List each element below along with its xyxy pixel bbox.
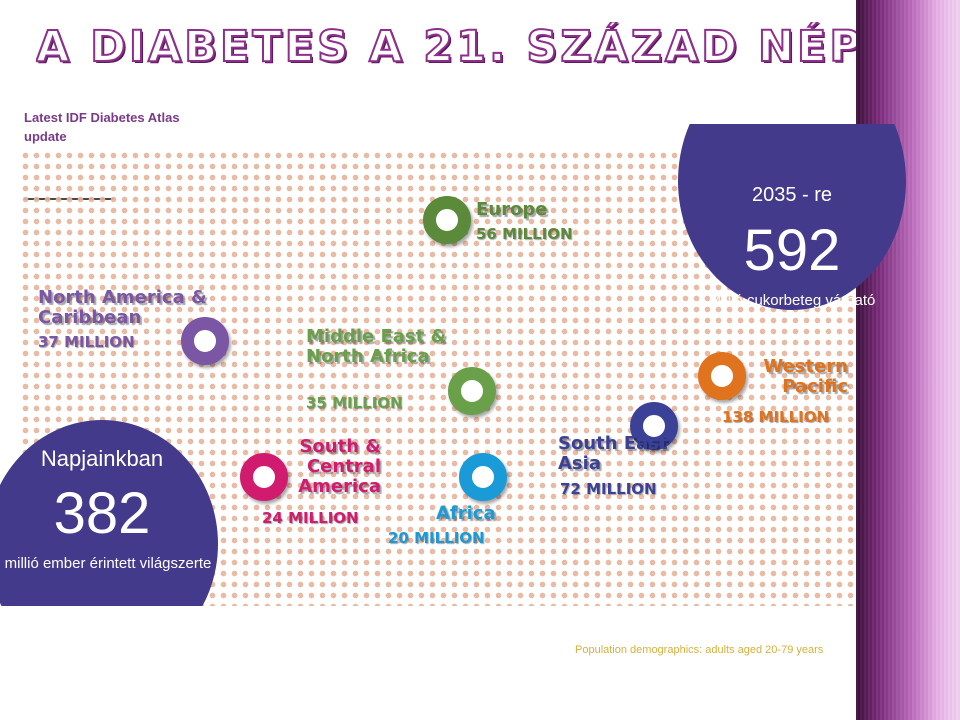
- western-pacific-value: 138 MILLION: [722, 408, 830, 426]
- forecast-year-label: 2035 - re: [751, 184, 833, 206]
- current-description: millió ember érintett világszerte: [4, 555, 212, 572]
- europe-value: 56 MILLION: [476, 225, 573, 243]
- south-east-asia-value: 72 MILLION: [560, 480, 657, 498]
- western-pacific-ring-icon: [698, 352, 746, 400]
- forecast-2035-bubble: 2035 - re 592 Millió cukorbeteg várható: [678, 124, 906, 310]
- mena-ring-icon: [448, 367, 496, 415]
- current-total-bubble: Napjainkban 382 millió ember érintett vi…: [0, 420, 218, 606]
- north-america-value: 37 MILLION: [38, 333, 135, 351]
- europe-name: Europe: [476, 199, 548, 220]
- mena-value: 35 MILLION: [306, 394, 403, 412]
- western-pacific-name: Western Pacific: [763, 356, 848, 397]
- south-central-america-value: 24 MILLION: [262, 509, 359, 527]
- forecast-value: 592: [743, 218, 841, 283]
- africa-value: 20 MILLION: [388, 529, 485, 547]
- south-east-asia-ring-icon: [630, 402, 678, 450]
- population-footnote: Population demographics: adults aged 20-…: [575, 644, 824, 656]
- europe-ring-icon: [423, 196, 471, 244]
- forecast-description: Millió cukorbeteg várható: [708, 292, 876, 309]
- current-value: 382: [53, 481, 151, 546]
- south-central-america-ring-icon: [240, 453, 288, 501]
- north-america-ring-icon: [181, 317, 229, 365]
- south-central-america-name: South & Central America: [298, 436, 381, 497]
- africa-name: Africa: [436, 503, 496, 524]
- atlas-update-note: Latest IDF Diabetes Atlas update: [24, 110, 180, 144]
- mena-name: Middle East & North Africa: [306, 326, 447, 367]
- africa-ring-icon: [459, 453, 507, 501]
- side-decor-stripe: [856, 0, 960, 720]
- south-east-asia-name: South East Asia: [558, 433, 668, 474]
- current-label: Napjainkban: [40, 446, 164, 471]
- north-america-name: North America & Caribbean: [38, 287, 207, 328]
- slide-title: A DIABETES A 21. SZÁZAD NÉPBETEGSÉGE: [36, 22, 856, 72]
